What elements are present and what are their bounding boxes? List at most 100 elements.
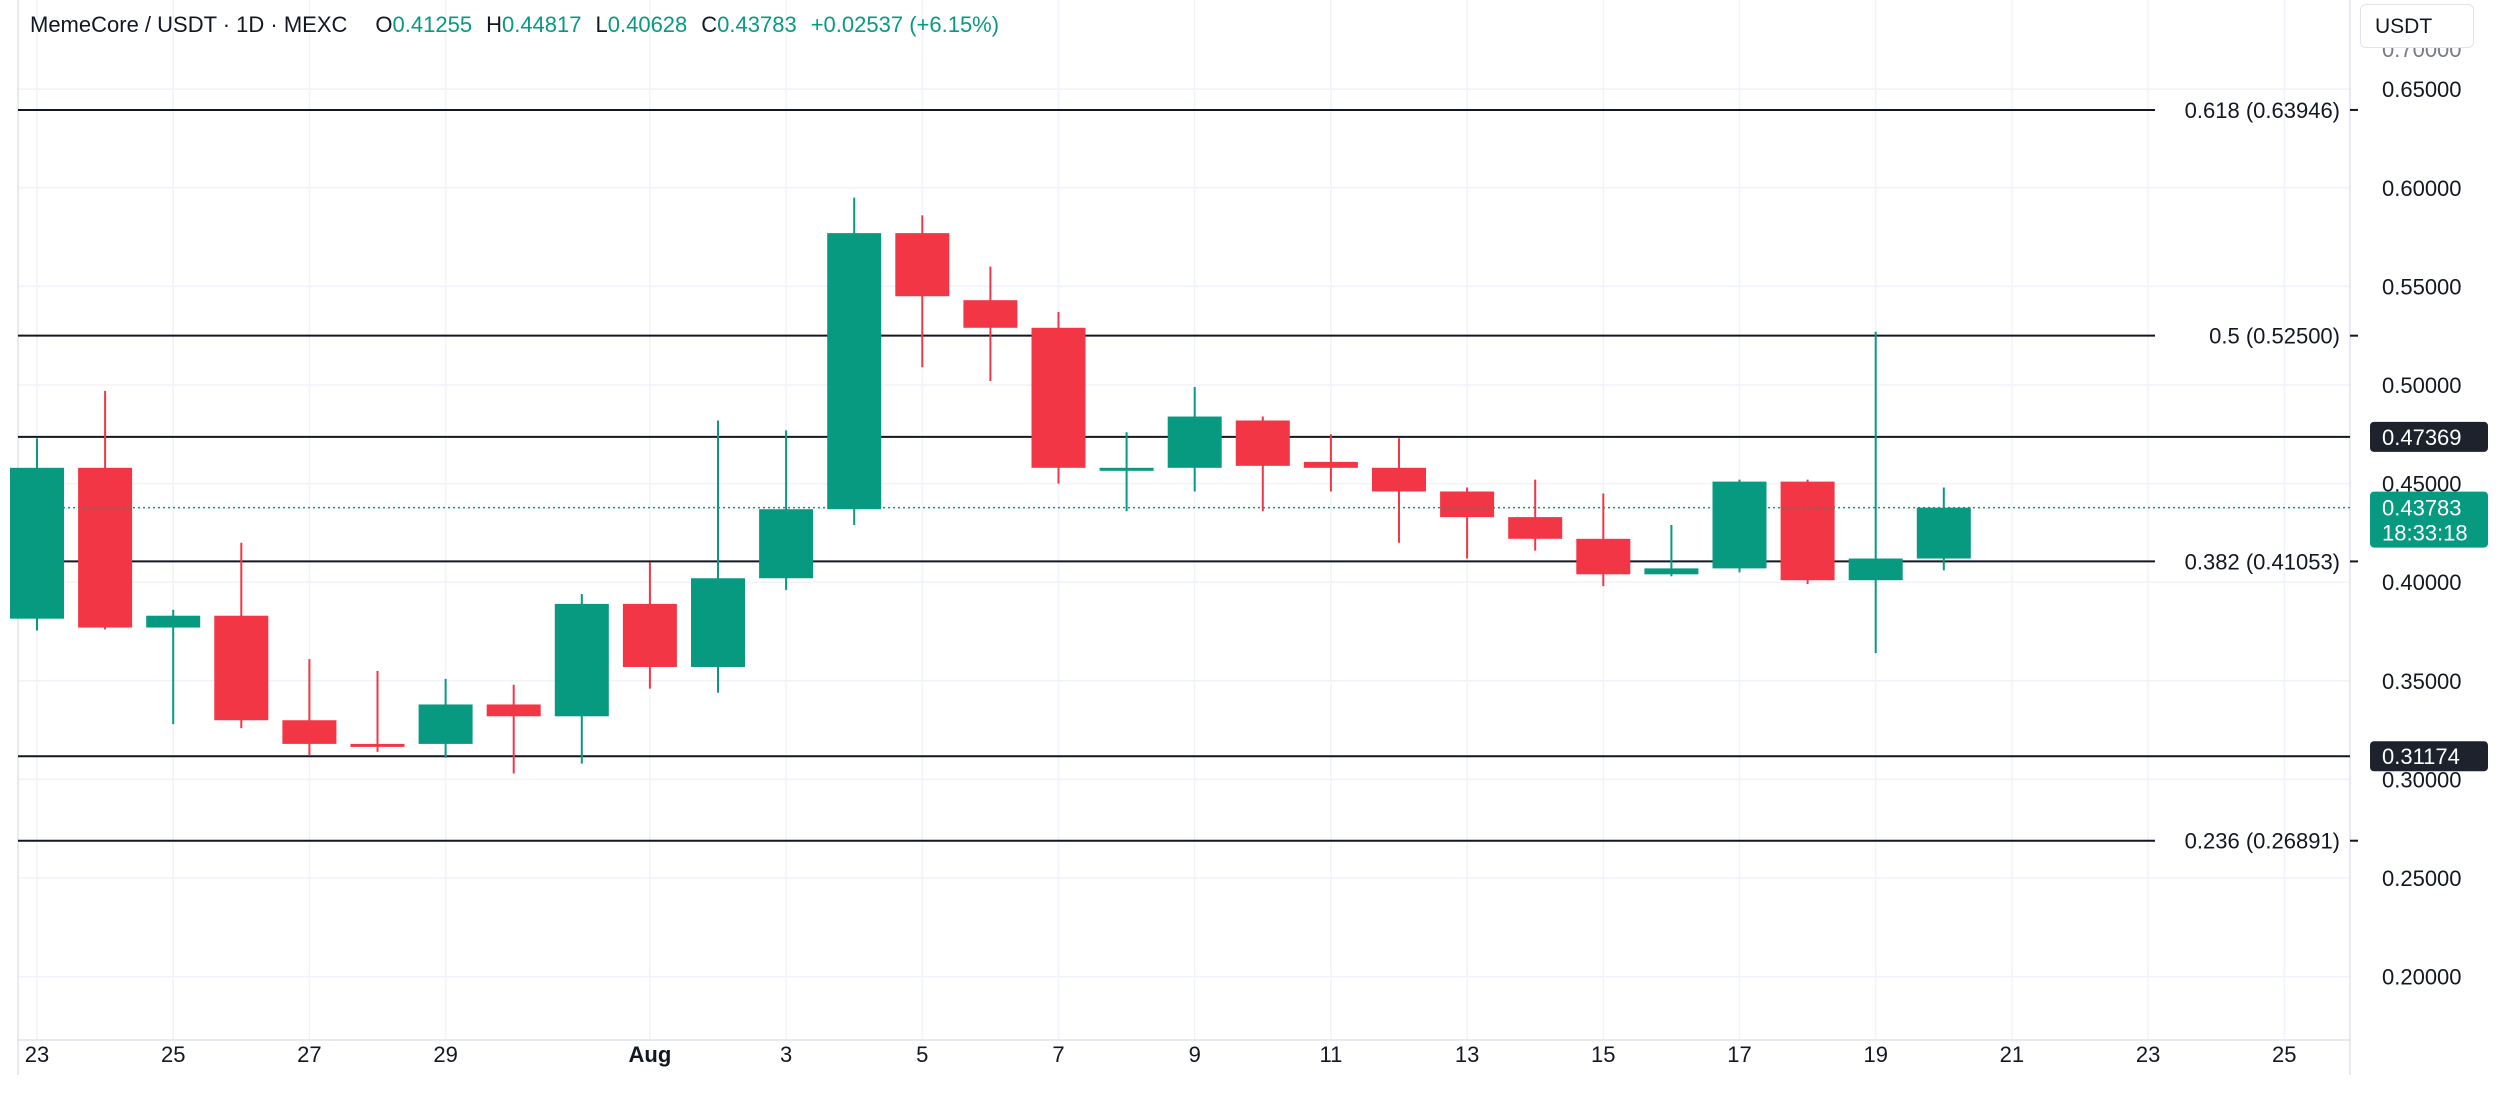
x-tick-label: 23 xyxy=(25,1042,49,1067)
x-tick-label: 9 xyxy=(1189,1042,1201,1067)
candle-body xyxy=(214,615,269,721)
x-tick-label: 19 xyxy=(1863,1042,1887,1067)
candle-body xyxy=(78,467,133,628)
close-value: 0.43783 xyxy=(717,12,797,37)
candle xyxy=(1235,416,1290,512)
last-price-badge xyxy=(2370,491,2488,548)
candle-body xyxy=(827,233,882,510)
candle xyxy=(10,438,64,631)
candle xyxy=(759,430,814,591)
y-tick-label: 0.30000 xyxy=(2382,767,2462,792)
candle-body xyxy=(895,233,950,297)
candle-body xyxy=(1508,517,1563,539)
high-value: 0.44817 xyxy=(501,12,582,37)
candle-body xyxy=(1440,491,1495,518)
candle-body xyxy=(1167,416,1222,468)
symbol-legend: MemeCore / USDT · 1D · MEXC O 0.41255 H 0.… xyxy=(30,12,999,38)
currency-button[interactable]: USDT xyxy=(2360,4,2474,48)
x-tick-label: 3 xyxy=(780,1042,792,1067)
candle-body xyxy=(963,300,1018,328)
fib-level-label: 0.382 (0.41053) xyxy=(2185,549,2340,574)
candle-body xyxy=(622,603,677,667)
x-tick-label: 29 xyxy=(433,1042,457,1067)
last-price-label: 0.43783 xyxy=(2382,496,2462,521)
y-tick-label: 0.60000 xyxy=(2382,176,2462,201)
candle-body xyxy=(418,704,473,744)
candle xyxy=(1916,487,1971,571)
candle xyxy=(350,670,405,752)
x-tick-label: 15 xyxy=(1591,1042,1615,1067)
candle-body xyxy=(691,578,745,667)
y-tick-label: 0.55000 xyxy=(2382,274,2462,299)
candle xyxy=(691,420,745,693)
close-label: C xyxy=(701,12,718,37)
candle-body xyxy=(282,720,337,744)
fib-level-label: 0.5 (0.52500) xyxy=(2209,324,2340,349)
x-tick-label: 13 xyxy=(1455,1042,1479,1067)
candle xyxy=(146,609,201,725)
x-tick-label: 25 xyxy=(2272,1042,2296,1067)
candle xyxy=(418,678,473,758)
candle xyxy=(78,390,133,630)
candle xyxy=(486,684,541,774)
y-tick-label: 0.65000 xyxy=(2382,77,2462,102)
candle-body xyxy=(1712,481,1767,569)
x-tick-label: 11 xyxy=(1319,1042,1342,1067)
candle xyxy=(827,197,882,525)
candle-body xyxy=(1916,507,1971,559)
candle-body xyxy=(1848,558,1903,581)
low-label: L xyxy=(595,12,608,37)
candle xyxy=(1644,525,1699,577)
candle xyxy=(554,594,609,764)
candle xyxy=(1099,432,1154,512)
candle-body xyxy=(1235,420,1290,466)
candle xyxy=(1780,479,1835,585)
change-value: +0.02537 (+6.15%) xyxy=(810,12,1000,37)
fib-level-label: 0.236 (0.26891) xyxy=(2185,829,2340,854)
symbol-title[interactable]: MemeCore / USDT · 1D · MEXC xyxy=(30,12,348,37)
candle-body xyxy=(1372,467,1426,492)
candle xyxy=(1848,331,1903,654)
horizontal-line-price-label: 0.31174 xyxy=(2382,744,2460,769)
candle xyxy=(1440,487,1495,559)
candle-body xyxy=(10,467,64,619)
candle-body xyxy=(1031,327,1086,468)
x-axis-labels: 23 25 27 29 Aug 3 5 7 9 11 13 15 17 19 21 23 25 xyxy=(25,1042,2297,1067)
candle xyxy=(1167,386,1222,492)
candle-body xyxy=(350,743,405,747)
x-tick-label: 7 xyxy=(1052,1042,1064,1067)
y-tick-label: 0.20000 xyxy=(2382,965,2462,990)
candle xyxy=(282,659,337,756)
bar-countdown-label: 18:33:18 xyxy=(2382,521,2468,546)
candle xyxy=(1712,479,1767,573)
horizontal-line-price-label: 0.47369 xyxy=(2382,425,2462,450)
candle xyxy=(963,266,1018,382)
x-tick-label: 5 xyxy=(916,1042,928,1067)
open-value: 0.41255 xyxy=(392,12,473,37)
x-tick-label: 17 xyxy=(1727,1042,1751,1067)
candle xyxy=(1303,434,1358,492)
y-axis-labels: 0.200000.250000.300000.350000.400000.450… xyxy=(2382,77,2462,989)
candle-body xyxy=(1099,467,1154,471)
candles xyxy=(10,197,1971,774)
candle-body xyxy=(1576,538,1631,575)
candle xyxy=(214,542,269,729)
candle-body xyxy=(1780,481,1835,581)
candle-body xyxy=(759,509,814,579)
x-tick-label: 25 xyxy=(161,1042,185,1067)
y-tick-label: 0.25000 xyxy=(2382,866,2462,891)
candle xyxy=(1372,438,1426,543)
candle-body xyxy=(486,704,541,717)
open-label: O xyxy=(375,12,393,37)
y-tick-label: 0.40000 xyxy=(2382,570,2462,595)
candle xyxy=(622,562,677,689)
low-value: 0.40628 xyxy=(607,12,688,37)
candle-body xyxy=(1644,568,1699,575)
candle-body xyxy=(554,603,609,717)
x-tick-label: 27 xyxy=(297,1042,321,1067)
candle xyxy=(895,215,950,368)
y-tick-label: 0.35000 xyxy=(2382,669,2462,694)
y-tick-label: 0.50000 xyxy=(2382,373,2462,398)
x-tick-label: 21 xyxy=(2000,1042,2024,1067)
